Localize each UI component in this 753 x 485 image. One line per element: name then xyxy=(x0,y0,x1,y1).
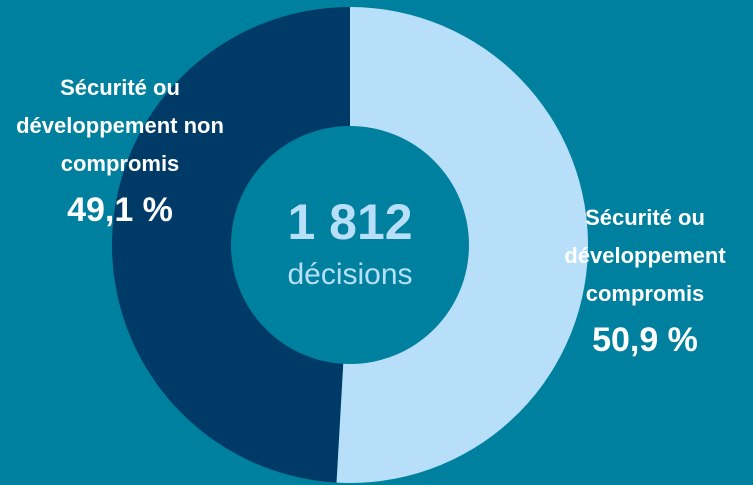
slice-label: Sécurité ou développement compromis 50,9 … xyxy=(530,199,753,363)
category-label: Sécurité ou développement compromis xyxy=(564,205,726,306)
center-subtitle: décisions xyxy=(287,258,412,291)
donut-hole xyxy=(231,126,469,364)
slice xyxy=(111,7,350,483)
category-label: Sécurité ou développement non compromis xyxy=(16,75,224,176)
value-label: 50,9 % xyxy=(592,321,698,359)
center-title: 1 812 xyxy=(287,194,412,250)
value-label: 49,1 % xyxy=(67,191,173,229)
slice-label: Sécurité ou développement non compromis 4… xyxy=(5,69,235,233)
